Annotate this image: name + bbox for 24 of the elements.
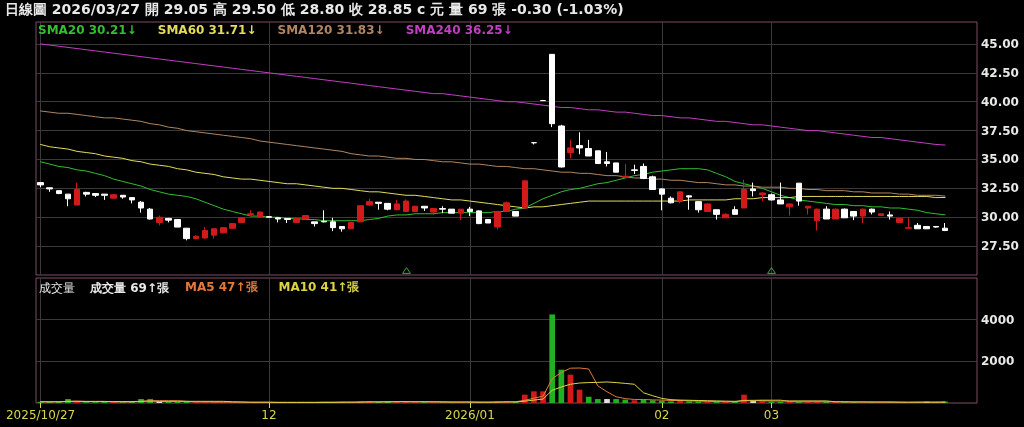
y-tick-label: 35.00 xyxy=(981,152,1019,167)
x-tick-label: 02 xyxy=(654,408,670,422)
x-tick-label: 12 xyxy=(261,408,277,422)
x-tick-label: 03 xyxy=(763,408,780,422)
y-tick-label: 40.00 xyxy=(981,94,1019,109)
chart-title: 日線圖 2026/03/27 開 29.05 高 29.50 低 28.80 收 28.85 c 元 量 69 張 -0.30 (-1.03%) xyxy=(5,1,624,17)
text: SMA240 36.25↓ xyxy=(405,23,513,37)
y-tick-label: 45.00 xyxy=(981,36,1019,51)
x-tick-label: 2025/10/27 xyxy=(5,408,76,422)
chart-title: 成交量 xyxy=(39,281,75,295)
y-tick-label: 32.50 xyxy=(981,181,1019,196)
y-tick-label: 27.50 xyxy=(981,239,1019,254)
annotation: 成交量 69↑張 xyxy=(89,281,170,295)
text: SMA120 31.83↓ xyxy=(277,23,385,37)
y-tick-label: 30.00 xyxy=(981,210,1019,225)
text: SMA20 30.21↓ xyxy=(38,23,137,37)
y-tick-label: 2000 xyxy=(981,354,1015,369)
x-tick-label: 2026/01 xyxy=(445,408,495,422)
text: SMA60 31.71↓ xyxy=(157,23,257,37)
text: MA5 47↑張 xyxy=(185,280,259,294)
y-tick-label: 4000 xyxy=(981,312,1015,327)
text: MA10 41↑張 xyxy=(278,280,361,294)
y-tick-label: 42.50 xyxy=(981,65,1019,80)
y-tick-label: 37.50 xyxy=(981,123,1019,138)
